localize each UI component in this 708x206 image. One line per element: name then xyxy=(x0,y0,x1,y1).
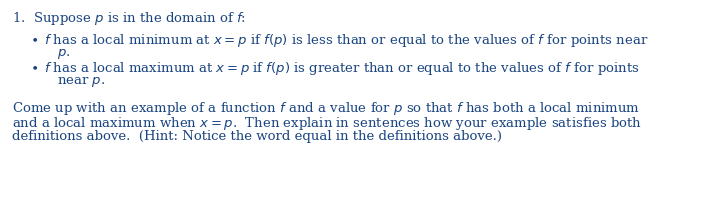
Text: $\bullet$: $\bullet$ xyxy=(30,60,38,73)
Text: $\bullet$: $\bullet$ xyxy=(30,32,38,45)
Text: definitions above.  (Hint: Notice the word equal in the definitions above.): definitions above. (Hint: Notice the wor… xyxy=(12,129,502,142)
Text: $p$.: $p$. xyxy=(57,47,71,61)
Text: and a local maximum when $x = p$.  Then explain in sentences how your example sa: and a local maximum when $x = p$. Then e… xyxy=(12,115,642,131)
Text: near $p$.: near $p$. xyxy=(57,75,105,89)
Text: Come up with an example of a function $f$ and a value for $p$ so that $f$ has bo: Come up with an example of a function $f… xyxy=(12,99,640,116)
Text: $f$ has a local minimum at $x = p$ if $f(p)$ is less than or equal to the values: $f$ has a local minimum at $x = p$ if $f… xyxy=(44,32,649,49)
Text: $f$ has a local maximum at $x = p$ if $f(p)$ is greater than or equal to the val: $f$ has a local maximum at $x = p$ if $f… xyxy=(44,60,640,77)
Text: 1.  Suppose $p$ is in the domain of $f$:: 1. Suppose $p$ is in the domain of $f$: xyxy=(12,10,246,27)
